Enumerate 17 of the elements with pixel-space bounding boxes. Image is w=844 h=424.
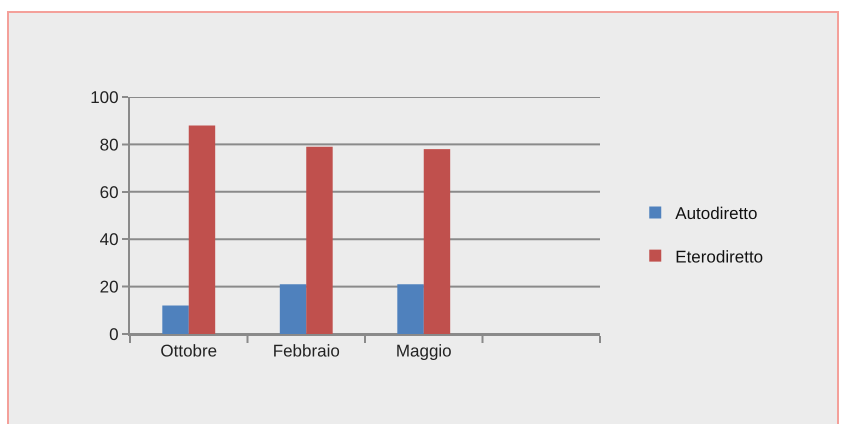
y-tick-label: 80 [100, 135, 119, 154]
bar [162, 306, 189, 334]
bar [188, 125, 216, 334]
legend-label: Eterodiretto [675, 247, 764, 266]
x-tick-label: Febbraio [272, 341, 340, 360]
bar [397, 284, 424, 334]
y-tick-label: 60 [100, 182, 119, 202]
x-tick-label: Ottobre [160, 341, 218, 360]
bar [424, 149, 450, 334]
y-tick-label: 40 [100, 230, 119, 250]
bar [306, 146, 333, 334]
legend-label: Autodiretto [675, 204, 758, 224]
y-tick-label: 0 [109, 324, 119, 344]
x-tick-label: Maggio [396, 341, 452, 360]
y-tick-label: 100 [90, 88, 119, 107]
bar [280, 284, 306, 334]
y-tick-label: 20 [100, 278, 119, 297]
